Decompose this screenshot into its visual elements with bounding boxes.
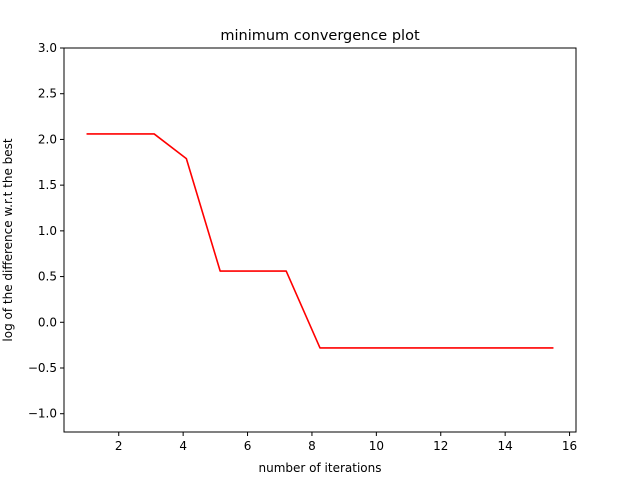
y-tick-label: 0.0 (38, 315, 57, 329)
y-axis-title: log of the difference w.r.t the best (1, 138, 15, 342)
x-tick-label: 4 (179, 439, 187, 453)
x-tick-label: 10 (369, 439, 384, 453)
x-tick-label: 12 (433, 439, 448, 453)
x-tick-label: 2 (115, 439, 123, 453)
plot-frame (63, 47, 577, 433)
x-tick-label: 14 (498, 439, 513, 453)
chart-title: minimum convergence plot (220, 28, 420, 44)
y-tick-label: 2.0 (38, 132, 57, 146)
y-tick-label: 1.5 (38, 178, 57, 192)
x-tick-label: 6 (244, 439, 252, 453)
plot-area: 2 4 6 8 10 12 14 16 −1.0 −0.5 0.0 0.5 1.0 1.5 2.0 2.5 3.… (28, 41, 577, 453)
x-tick-label: 8 (308, 439, 316, 453)
y-tick-label: −0.5 (28, 361, 57, 375)
y-tick-label: 0.5 (38, 270, 57, 284)
y-tick-label: −1.0 (28, 407, 57, 421)
y-tick-label: 2.5 (38, 87, 57, 101)
series-line-0 (86, 133, 554, 349)
x-axis-title: number of iterations (259, 461, 382, 475)
y-tick-label: 3.0 (38, 41, 57, 55)
x-tick-label: 16 (562, 439, 577, 453)
y-tick-label: 1.0 (38, 224, 57, 238)
